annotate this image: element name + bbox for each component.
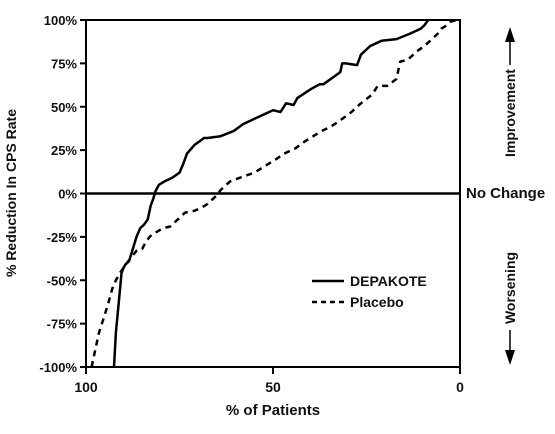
x-tick-label: 100 <box>74 379 98 395</box>
legend-label-depakote: DEPAKOTE <box>350 273 427 289</box>
y-tick-label: -100% <box>39 360 77 375</box>
y-axis-ticks: 100% 75% 50% 25% 0% -25% -50% -75% -100% <box>39 13 86 375</box>
y-tick-label: 100% <box>44 13 78 28</box>
improvement-arrow-icon <box>505 27 515 42</box>
x-tick-label: 0 <box>456 379 464 395</box>
legend: DEPAKOTE Placebo <box>312 273 427 310</box>
x-axis-label: % of Patients <box>226 402 320 419</box>
y-tick-label: 0% <box>58 187 77 202</box>
plot-lines <box>90 18 457 368</box>
legend-label-placebo: Placebo <box>350 294 404 310</box>
series-line-placebo <box>90 18 457 368</box>
y-axis-label: % Reduction In CPS Rate <box>3 109 19 277</box>
y-tick-label: 50% <box>51 100 77 115</box>
x-axis-ticks: 100 50 0 <box>74 367 464 395</box>
worsening-arrow-icon <box>505 350 515 365</box>
y-tick-label: -25% <box>47 230 78 245</box>
worsening-label: Worsening <box>502 252 518 324</box>
improvement-label: Improvement <box>502 69 518 157</box>
no-change-label: No Change <box>466 185 545 202</box>
series-line-depakote <box>112 19 430 368</box>
y-tick-label: -50% <box>47 273 78 288</box>
y-tick-label: 75% <box>51 56 77 71</box>
y-tick-label: 25% <box>51 143 77 158</box>
x-tick-label: 50 <box>265 379 281 395</box>
y-tick-label: -75% <box>47 317 78 332</box>
